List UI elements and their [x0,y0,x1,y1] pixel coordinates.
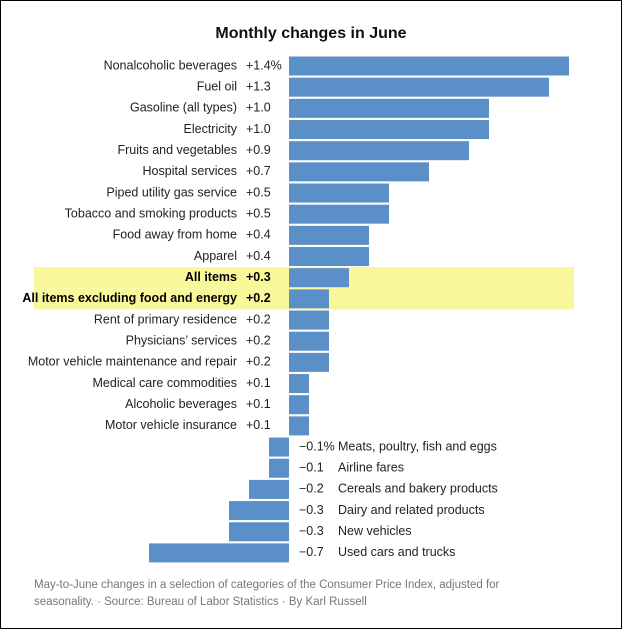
bar [229,522,289,542]
category-label: Physicians’ services [126,334,237,348]
value-label: +0.5 [246,206,271,220]
category-label: Alcoholic beverages [125,397,237,411]
value-label: +0.4 [246,249,271,263]
bar [289,331,329,351]
value-label: +0.1 [246,418,271,432]
category-label: Nonalcoholic beverages [104,58,237,72]
category-label: Motor vehicle insurance [105,418,237,432]
bar [229,501,289,521]
chart: Monthly changes in June Nonalcoholic bev… [22,25,574,563]
bar [289,77,549,97]
value-label: −0.1% [299,439,335,453]
value-label: −0.2 [299,482,324,496]
bar [289,352,329,372]
value-label: +1.4% [246,58,282,72]
category-label: Cereals and bakery products [338,482,498,496]
value-label: +0.2 [246,334,271,348]
value-label: −0.3 [299,524,324,538]
bar [149,543,289,563]
category-label: Meats, poultry, fish and eggs [338,439,497,453]
bar [289,247,369,267]
footnote: May-to-June changes in a selection of ca… [34,579,500,608]
category-label: All items excluding food and energy [22,291,237,305]
category-label: Motor vehicle maintenance and repair [28,355,237,369]
category-label: Rent of primary residence [94,312,237,326]
value-label: −0.7 [299,545,324,559]
value-label: +0.1 [246,397,271,411]
category-label: All items [185,270,237,284]
category-label: Apparel [194,249,237,263]
category-label: New vehicles [338,524,412,538]
bar [289,204,389,224]
bar [289,141,469,161]
category-label: Fuel oil [197,79,237,93]
category-label: Fruits and vegetables [117,143,237,157]
bar [289,120,489,140]
bar [289,162,429,182]
bar [289,225,369,245]
value-label: +0.9 [246,143,271,157]
value-label: +0.1 [246,376,271,390]
bar [289,56,569,76]
category-label: Hospital services [143,164,237,178]
value-label: +0.3 [246,270,271,284]
bar [249,479,289,499]
value-label: −0.1 [299,461,324,475]
value-label: +1.0 [246,101,271,115]
value-label: −0.3 [299,503,324,517]
category-label: Airline fares [338,461,404,475]
category-label: Tobacco and smoking products [65,206,237,220]
bar [289,310,329,330]
chart-title: Monthly changes in June [215,25,406,42]
value-label: +1.0 [246,122,271,136]
category-label: Food away from home [113,228,237,242]
bar [289,416,309,436]
value-label: +0.5 [246,185,271,199]
value-label: +0.2 [246,355,271,369]
value-label: +0.2 [246,291,271,305]
value-label: +0.2 [246,312,271,326]
bar [289,183,389,203]
value-label: +0.4 [246,228,271,242]
value-label: +1.3 [246,79,271,93]
category-label: Used cars and trucks [338,545,455,559]
bar [289,374,309,394]
bar [289,395,309,415]
category-label: Piped utility gas service [106,185,237,199]
bar [289,289,329,309]
bar [289,268,349,288]
bar [289,98,489,118]
value-label: +0.7 [246,164,271,178]
category-label: Electricity [184,122,238,136]
category-label: Dairy and related products [338,503,485,517]
bar [269,458,289,478]
category-label: Gasoline (all types) [130,101,237,115]
bar [269,437,289,457]
category-label: Medical care commodities [93,376,238,390]
